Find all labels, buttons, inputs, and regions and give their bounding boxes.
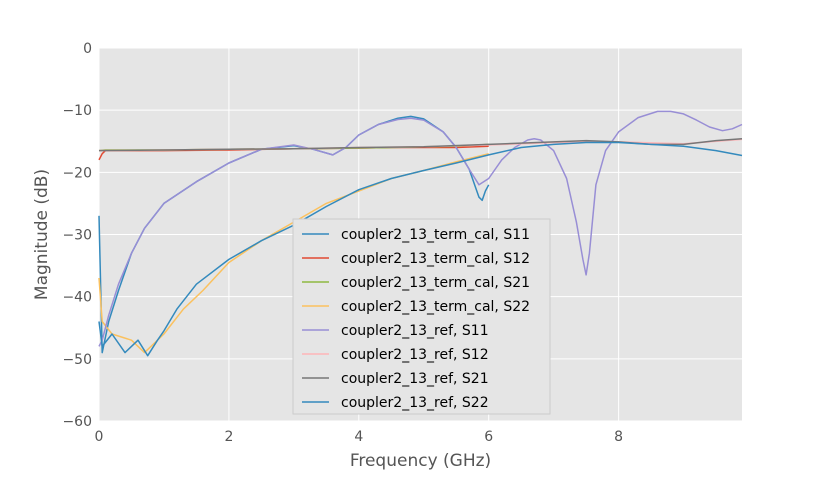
series-line-7 xyxy=(98,138,743,152)
y-tick-label: −50 xyxy=(62,352,92,368)
y-tick-label: −10 xyxy=(62,103,92,119)
legend-entry: coupler2_13_ref, S21 xyxy=(341,371,489,387)
x-tick-label: 8 xyxy=(614,429,623,445)
x-tick-label: 0 xyxy=(95,429,104,445)
series-line-5 xyxy=(98,110,743,347)
x-tick-label: 2 xyxy=(224,429,233,445)
legend-entry: coupler2_13_term_cal, S22 xyxy=(341,299,530,315)
legend-entry: coupler2_13_term_cal, S21 xyxy=(341,275,530,291)
series-line-8 xyxy=(98,141,743,357)
x-tick-label: 6 xyxy=(484,429,493,445)
legend-entry: coupler2_13_term_cal, S12 xyxy=(341,251,530,267)
y-tick-label: −20 xyxy=(62,165,92,181)
legend-entry: coupler2_13_ref, S11 xyxy=(341,323,489,339)
x-tick-label: 4 xyxy=(354,429,363,445)
y-tick-label: 0 xyxy=(83,41,92,57)
legend-entry: coupler2_13_ref, S22 xyxy=(341,395,489,411)
legend-box xyxy=(292,218,551,415)
x-axis-label: Frequency (GHz) xyxy=(350,451,491,471)
legend: coupler2_13_term_cal, S11 coupler2_13_ter… xyxy=(292,218,551,415)
legend-entry: coupler2_13_term_cal, S11 xyxy=(341,227,530,243)
series-lines xyxy=(98,110,743,357)
y-tick-label: −60 xyxy=(62,414,92,430)
legend-entry: coupler2_13_ref, S12 xyxy=(341,347,489,363)
y-tick-label: −30 xyxy=(62,228,92,244)
y-tick-label: −40 xyxy=(62,290,92,306)
x-tick-labels: 0 2 4 6 8 xyxy=(95,429,624,445)
y-axis-label: Magnitude (dB) xyxy=(32,169,52,300)
y-tick-labels: 0 −10 −20 −30 −40 −50 −60 xyxy=(62,41,92,430)
